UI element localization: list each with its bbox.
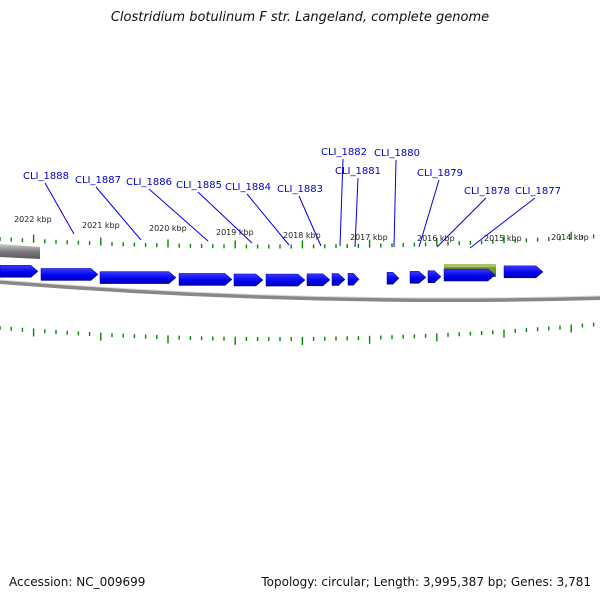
gene-label: CLI_1880 [374, 148, 420, 159]
leader-line [469, 197, 536, 249]
leader-line [436, 197, 487, 248]
gene-label: CLI_1884 [225, 182, 271, 193]
leader-line [246, 193, 290, 246]
gene-label: CLI_1886 [126, 177, 172, 188]
leader-line [393, 159, 397, 248]
gene-arrow [178, 273, 233, 286]
leader-line [354, 177, 359, 248]
tick-label: 2018 kbp [283, 231, 321, 240]
gene-arrow [233, 273, 264, 287]
gene-track [0, 265, 544, 287]
leader-line [44, 182, 75, 235]
gene-label: CLI_1888 [23, 171, 69, 182]
leader-line [197, 191, 253, 244]
tick-label: 2021 kbp [82, 221, 120, 230]
tick-label: 2020 kbp [149, 224, 187, 233]
genome-backbone-highlight [0, 279, 600, 299]
gene-arrow [443, 268, 496, 282]
tick-labels: 2022 kbp 2021 kbp 2020 kbp 2019 kbp 2018… [14, 215, 589, 243]
genome-summary: Topology: circular; Length: 3,995,387 bp… [261, 575, 591, 589]
gene-arrow [503, 265, 544, 279]
tick-label: 2019 kbp [216, 228, 254, 237]
genome-title: Clostridium botulinum F str. Langeland, … [110, 10, 490, 25]
accession-text: Accession: NC_009699 [9, 575, 146, 589]
tick-label: 2022 kbp [14, 215, 52, 224]
leader-lines [44, 158, 536, 249]
gene-arrow [306, 273, 331, 287]
tick-label: 2016 kbp [417, 234, 455, 243]
tick-label: 2017 kbp [350, 233, 388, 242]
gene-arrow [265, 273, 306, 287]
tick-track-inner [0, 322, 595, 345]
gene-arrow [40, 268, 99, 281]
feature-olive-top [444, 264, 496, 267]
leader-line [298, 195, 322, 247]
gene-arrow [0, 265, 39, 278]
gene-label: CLI_1878 [464, 186, 510, 197]
gene-label: CLI_1887 [75, 175, 121, 186]
gene-label: CLI_1877 [515, 186, 561, 197]
gene-labels: CLI_1888 CLI_1887 CLI_1886 CLI_1885 CLI_… [23, 147, 561, 197]
gene-arrow [331, 273, 346, 286]
gene-label: CLI_1879 [417, 168, 463, 179]
tick-label: 2014 kbp [551, 233, 589, 242]
gene-arrow [409, 271, 427, 284]
tick-label: 2015 kbp [484, 234, 522, 243]
gene-label: CLI_1882 [321, 147, 367, 158]
gene-label: CLI_1883 [277, 184, 323, 195]
gene-label: CLI_1885 [176, 180, 222, 191]
leader-line [95, 186, 142, 241]
leader-line [418, 179, 440, 248]
gene-arrow [427, 270, 442, 283]
gene-arrow [347, 273, 360, 286]
leader-line [148, 188, 209, 242]
tick-track-outer [0, 231, 595, 249]
gene-label: CLI_1881 [335, 166, 381, 177]
gene-arrow [99, 271, 177, 284]
gene-arrow [386, 271, 400, 285]
segment-grey [0, 244, 40, 259]
leader-line [339, 158, 344, 247]
genome-backbone [0, 280, 600, 302]
